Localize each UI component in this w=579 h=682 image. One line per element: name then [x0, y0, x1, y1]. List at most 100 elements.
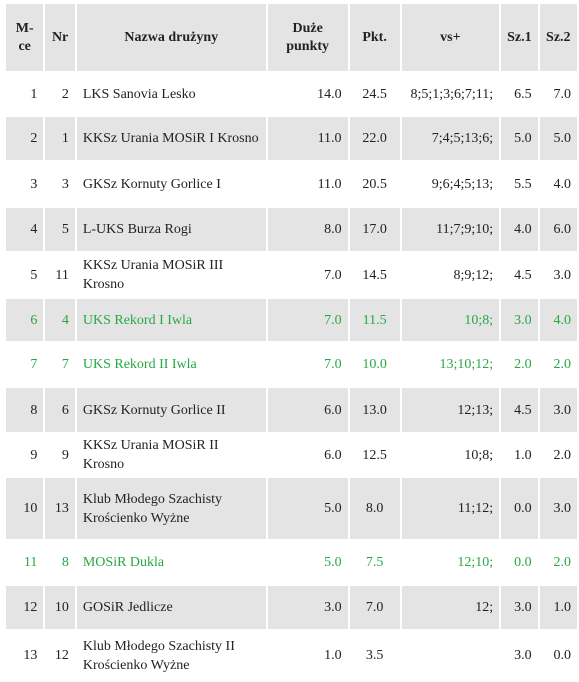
cell-rank: 1 [6, 73, 44, 115]
cell-big-points: 6.0 [267, 434, 348, 476]
cell-vs: 9;6;4;5;13; [401, 162, 500, 206]
cell-points: 7.0 [349, 586, 400, 629]
team-name-line-1: KKSz Urania MOSiR II Krosno [82, 438, 219, 472]
cell-sz2: 2.0 [539, 343, 577, 386]
cell-points: 8.0 [349, 478, 400, 539]
cell-rank: 12 [6, 586, 44, 629]
cell-points: 3.5 [349, 631, 400, 680]
cell-sz2: 1.0 [539, 586, 577, 629]
cell-nr: 6 [45, 388, 75, 432]
table-row: 1 2 LKS Sanovia Lesko 14.0 24.5 8;5;1;3;6;7;1… [6, 73, 577, 115]
cell-sz1: 4.5 [501, 253, 538, 297]
cell-rank: 11 [6, 541, 44, 584]
cell-rank: 8 [6, 388, 44, 432]
cell-sz1: 1.0 [501, 434, 538, 476]
cell-big-points: 5.0 [267, 478, 348, 539]
cell-points: 13.0 [349, 388, 400, 432]
cell-rank: 9 [6, 434, 44, 476]
cell-nr: 7 [45, 343, 75, 386]
cell-sz2: 4.0 [539, 162, 577, 206]
cell-big-points: 14.0 [267, 73, 348, 115]
cell-team-name: L-UKS Burza Rogi [76, 208, 266, 251]
cell-sz2: 3.0 [539, 478, 577, 539]
cell-sz1: 0.0 [501, 541, 538, 584]
cell-sz1: 3.0 [501, 299, 538, 341]
cell-sz2: 3.0 [539, 253, 577, 297]
cell-points: 24.5 [349, 73, 400, 115]
cell-points: 22.0 [349, 117, 400, 160]
cell-sz2: 7.0 [539, 73, 577, 115]
cell-points: 17.0 [349, 208, 400, 251]
cell-nr: 4 [45, 299, 75, 341]
cell-sz1: 4.0 [501, 208, 538, 251]
cell-team-name: MOSiR Dukla [76, 541, 266, 584]
team-name-line-1: MOSiR Dukla [82, 555, 165, 570]
cell-team-name: GOSiR Jedlicze [76, 586, 266, 629]
header-sz2: Sz.2 [539, 4, 577, 71]
team-name-line-1: L-UKS Burza Rogi [82, 222, 192, 237]
cell-team-name: LKS Sanovia Lesko [76, 73, 266, 115]
cell-rank: 4 [6, 208, 44, 251]
cell-team-name: KKSz Urania MOSiR I Krosno [76, 117, 266, 160]
cell-rank: 13 [6, 631, 44, 680]
header-mce: M-ce [6, 4, 44, 71]
table-body: 1 2 LKS Sanovia Lesko 14.0 24.5 8;5;1;3;6;7;1… [6, 73, 577, 680]
header-row: M-ce Nr Nazwa drużyny Duże punkty Pkt. v… [6, 4, 577, 71]
cell-sz2: 5.0 [539, 117, 577, 160]
cell-big-points: 7.0 [267, 299, 348, 341]
cell-team-name: GKSz Kornuty Gorlice I [76, 162, 266, 206]
cell-vs: 7;4;5;13;6; [401, 117, 500, 160]
cell-big-points: 1.0 [267, 631, 348, 680]
cell-points: 20.5 [349, 162, 400, 206]
cell-big-points: 8.0 [267, 208, 348, 251]
header-team-name: Nazwa drużyny [76, 4, 266, 71]
cell-rank: 5 [6, 253, 44, 297]
cell-sz2: 2.0 [539, 434, 577, 476]
cell-points: 12.5 [349, 434, 400, 476]
header-nr: Nr [45, 4, 75, 71]
cell-team-name: KKSz Urania MOSiR II Krosno [76, 434, 266, 476]
table-row: 4 5 L-UKS Burza Rogi 8.0 17.0 11;7;9;10; 4.0 6.… [6, 208, 577, 251]
cell-nr: 10 [45, 586, 75, 629]
cell-vs: 8;5;1;3;6;7;11; [401, 73, 500, 115]
cell-nr: 3 [45, 162, 75, 206]
cell-sz2: 2.0 [539, 541, 577, 584]
cell-sz1: 4.5 [501, 388, 538, 432]
team-name-line-1: UKS Rekord II Iwla [82, 357, 197, 372]
cell-vs: 13;10;12; [401, 343, 500, 386]
cell-vs: 12;10; [401, 541, 500, 584]
cell-big-points: 3.0 [267, 586, 348, 629]
cell-big-points: 7.0 [267, 343, 348, 386]
team-name-line-2: Krościenko Wyżne [82, 510, 190, 526]
table-row: 6 4 UKS Rekord I Iwla 7.0 11.5 10;8; 3.0 4.0 [6, 299, 577, 341]
cell-vs: 11;12; [401, 478, 500, 539]
cell-points: 11.5 [349, 299, 400, 341]
cell-team-name: Klub Młodego Szachisty Krościenko Wyżne [76, 478, 266, 539]
cell-rank: 2 [6, 117, 44, 160]
cell-team-name: KKSz Urania MOSiR III Krosno [76, 253, 266, 297]
table-row: 11 8 MOSiR Dukla 5.0 7.5 12;10; 0.0 2.0 [6, 541, 577, 584]
header-vs: vs+ [401, 4, 500, 71]
cell-vs: 10;8; [401, 434, 500, 476]
cell-nr: 8 [45, 541, 75, 584]
cell-nr: 2 [45, 73, 75, 115]
cell-big-points: 11.0 [267, 162, 348, 206]
team-name-line-1: KKSz Urania MOSiR I Krosno [82, 131, 259, 146]
cell-sz1: 6.5 [501, 73, 538, 115]
cell-sz1: 3.0 [501, 631, 538, 680]
cell-sz1: 3.0 [501, 586, 538, 629]
table-row: 8 6 GKSz Kornuty Gorlice II 6.0 13.0 12;13; 4.… [6, 388, 577, 432]
header-big-points: Duże punkty [267, 4, 348, 71]
cell-points: 10.0 [349, 343, 400, 386]
cell-vs: 12;13; [401, 388, 500, 432]
cell-points: 7.5 [349, 541, 400, 584]
cell-rank: 7 [6, 343, 44, 386]
cell-big-points: 5.0 [267, 541, 348, 584]
cell-big-points: 6.0 [267, 388, 348, 432]
cell-vs: 11;7;9;10; [401, 208, 500, 251]
team-name-line-1: GKSz Kornuty Gorlice II [82, 402, 226, 418]
table-row: 5 11 KKSz Urania MOSiR III Krosno 7.0 14.5 8;… [6, 253, 577, 297]
cell-vs: 10;8; [401, 299, 500, 341]
cell-nr: 12 [45, 631, 75, 680]
cell-sz1: 5.5 [501, 162, 538, 206]
